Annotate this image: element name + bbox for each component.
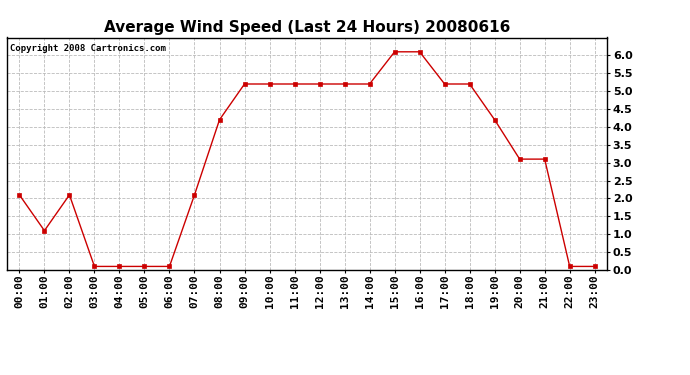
Title: Average Wind Speed (Last 24 Hours) 20080616: Average Wind Speed (Last 24 Hours) 20080…: [104, 20, 510, 35]
Text: Copyright 2008 Cartronics.com: Copyright 2008 Cartronics.com: [10, 45, 166, 54]
